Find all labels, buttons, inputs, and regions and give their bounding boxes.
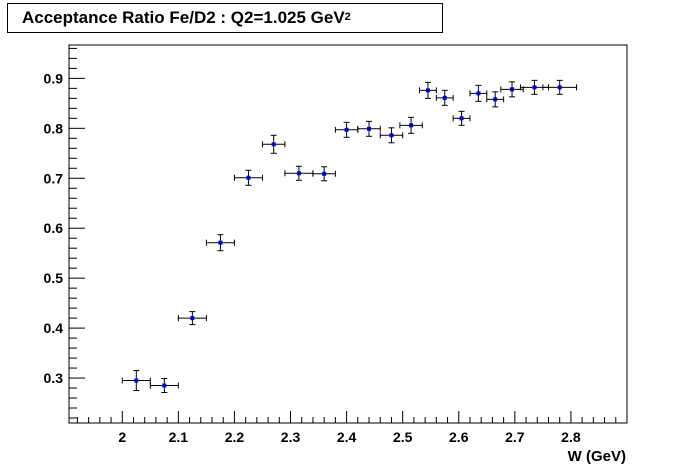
data-point [271, 142, 276, 147]
x-tick-label: 2.3 [281, 429, 301, 445]
error-bar [469, 84, 488, 102]
x-tick-label: 2.8 [561, 429, 581, 445]
data-point [557, 85, 562, 90]
x-tick-label: 2.2 [225, 429, 245, 445]
data-point [442, 95, 447, 100]
y-tick-label: 0.7 [44, 170, 64, 186]
data-points-layer [134, 85, 562, 388]
chart-title: Acceptance Ratio Fe/D2 : Q2=1.025 GeV [22, 8, 345, 27]
data-point [409, 123, 414, 128]
chart-title-superscript: 2 [344, 11, 351, 23]
y-tick-label: 0.9 [44, 70, 64, 86]
chart-title-box: Acceptance Ratio Fe/D2 : Q2=1.025 GeV 2 [7, 3, 443, 33]
data-point [218, 240, 223, 245]
data-point [367, 126, 372, 131]
plot-frame [68, 44, 628, 424]
data-point [459, 116, 464, 121]
data-point [493, 97, 498, 102]
y-tick-label: 0.3 [44, 370, 64, 386]
y-tick-label: 0.5 [44, 270, 64, 286]
y-tick-label: 0.6 [44, 220, 64, 236]
data-point [322, 171, 327, 176]
data-point [425, 88, 430, 93]
error-bar [379, 127, 404, 144]
y-tick-label: 0.8 [44, 120, 64, 136]
data-point [246, 175, 251, 180]
data-point [510, 87, 515, 92]
error-bar [177, 311, 207, 326]
error-bars-layer [121, 79, 578, 394]
x-tick-label: 2.4 [337, 429, 357, 445]
axis-ticks-layer [69, 47, 628, 423]
x-tick-label: 2.5 [393, 429, 413, 445]
y-tick-label: 0.4 [44, 320, 64, 336]
data-point [389, 133, 394, 138]
x-tick-label: 2 [118, 429, 126, 445]
data-point [134, 378, 139, 383]
tick-labels-layer: 2 2.1 2.2 2.3 2.4 2.5 2.6 2.7 2.8 0.3 0.4 0.5 0.6 0.7… [44, 70, 581, 445]
x-tick-label: 2.6 [449, 429, 469, 445]
data-point [532, 85, 537, 90]
x-axis-title: W (GeV) [568, 448, 626, 465]
x-tick-label: 2.1 [169, 429, 189, 445]
plot-frame-layer [68, 44, 628, 424]
data-point [162, 383, 167, 388]
data-point [476, 91, 481, 96]
x-tick-label: 2.7 [505, 429, 525, 445]
data-point [190, 316, 195, 321]
data-point [296, 171, 301, 176]
data-point [344, 127, 349, 132]
